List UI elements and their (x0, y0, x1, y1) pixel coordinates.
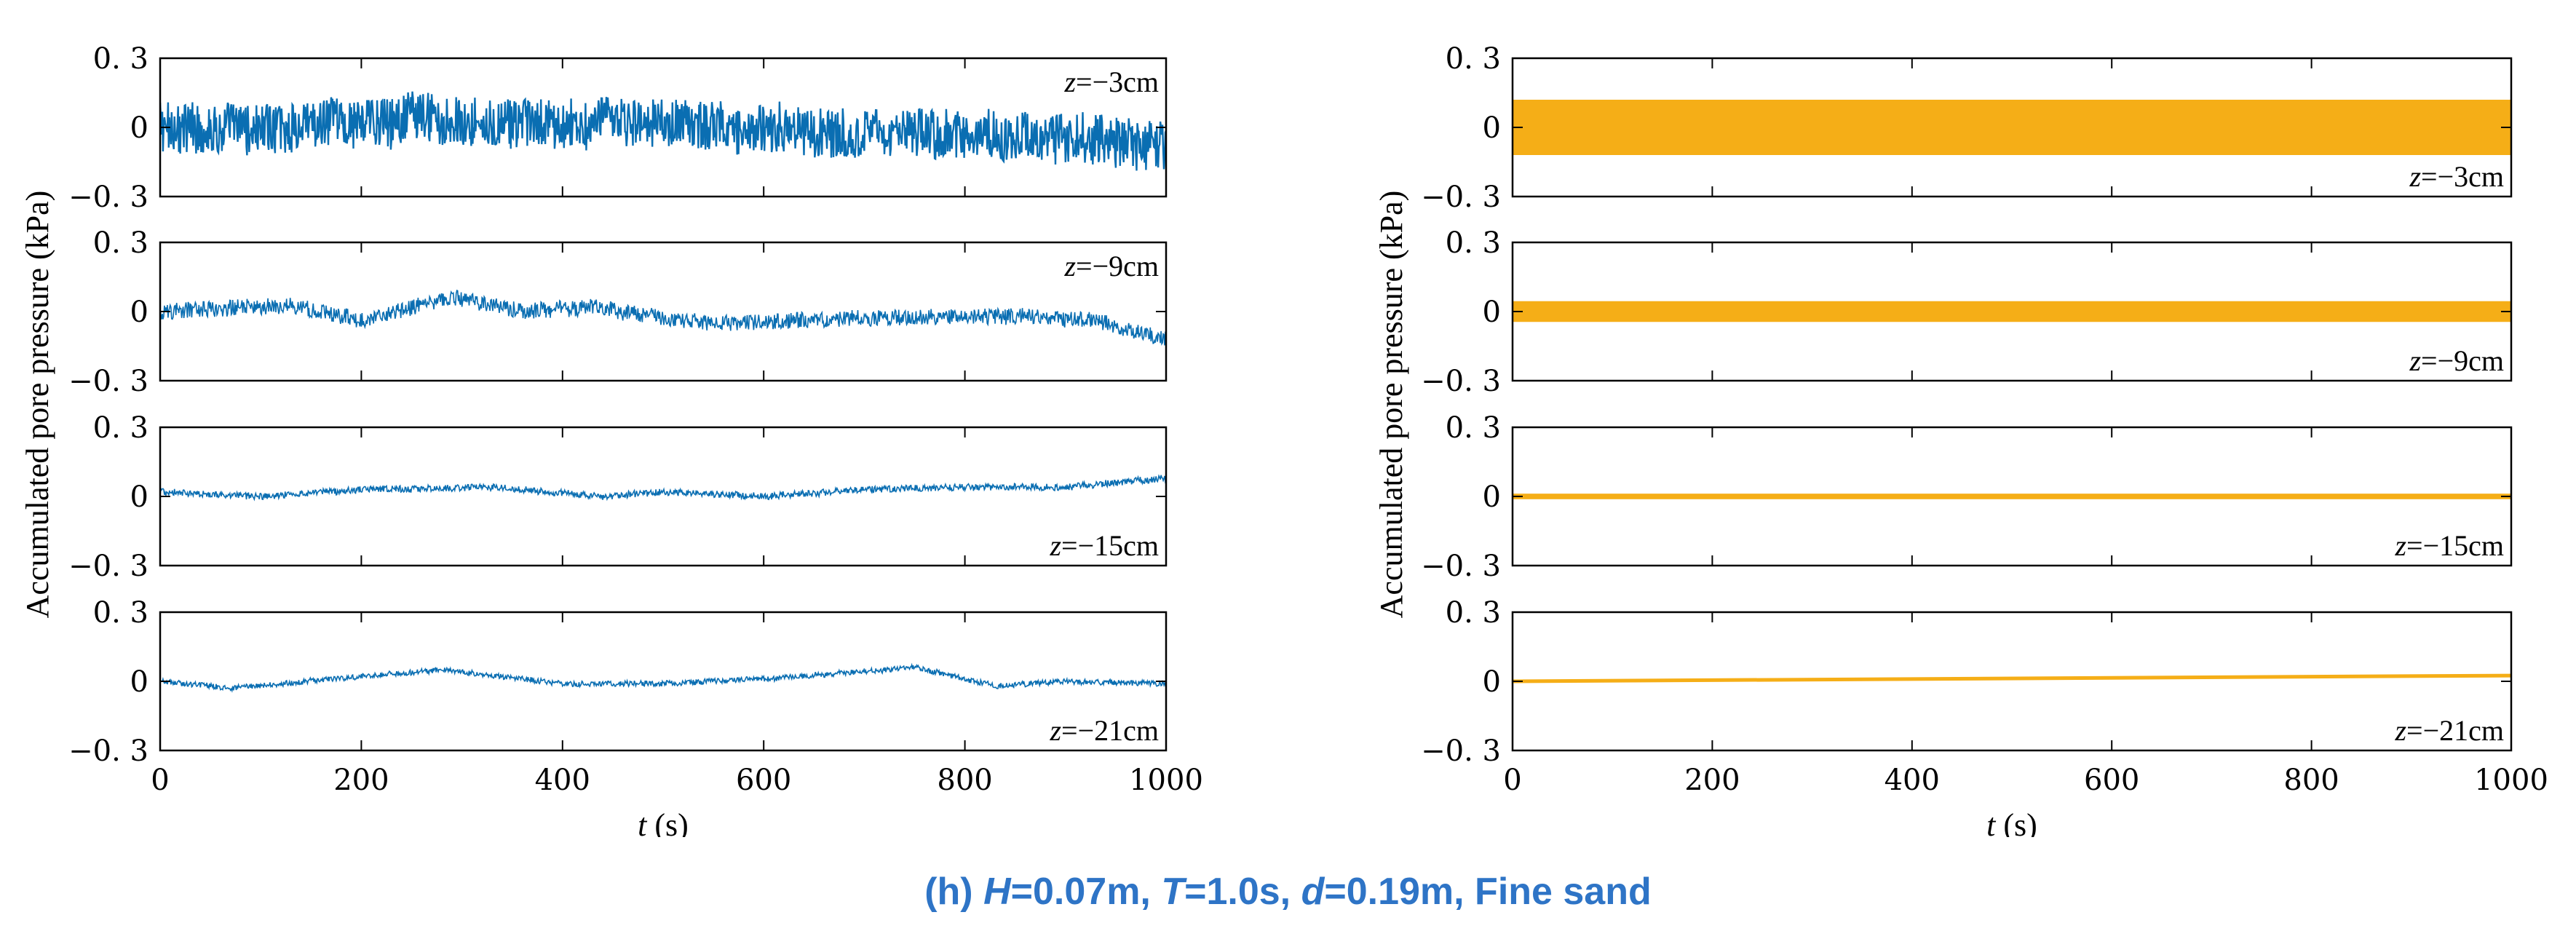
y-tick-label: 0. 3 (93, 411, 148, 445)
y-tick-label: 0. 3 (1446, 596, 1501, 630)
x-tick-label: 400 (1885, 764, 1940, 797)
y-tick-label: 0 (130, 296, 148, 329)
y-tick-label: 0. 3 (1446, 411, 1501, 445)
depth-label-value: =−3cm (2421, 160, 2504, 193)
depth-label-var: z (1049, 714, 1061, 747)
panel-2: 0. 3 0 −0. 3 z=−9cm (68, 226, 1168, 398)
y-tick-label: 0 (1483, 665, 1501, 699)
caption-T-var: T (1161, 871, 1185, 913)
y-tick-label: −0. 3 (68, 734, 148, 768)
x-axis-label: t (s) (1986, 807, 2037, 837)
y-tick-label: −0. 3 (1421, 181, 1501, 214)
depth-label: z=−3cm (2409, 160, 2504, 193)
x-tick-label: 800 (937, 764, 992, 797)
data-line-4 (1512, 673, 2512, 683)
y-tick-label: −0. 3 (68, 181, 148, 214)
y-tick-label: −0. 3 (68, 550, 148, 583)
y-axis-label: Accumulated pore pressure (kPa) (20, 191, 55, 619)
data-band-1 (1513, 100, 2511, 155)
data-series-4 (160, 662, 1166, 693)
y-tick-label: 0. 3 (1446, 226, 1501, 260)
caption-T-value: =1.0s, (1184, 871, 1301, 913)
x-tick-label: 0 (1503, 764, 1521, 797)
caption-H-var: H (983, 871, 1011, 913)
figure-caption: (h) H=0.07m, T=1.0s, d=0.19m, Fine sand (0, 870, 2576, 914)
panel-frame (159, 426, 1168, 567)
panel-2: 0. 3 0 −0. 3 z=−9cm (1421, 226, 2513, 398)
depth-label-value: =−3cm (1076, 66, 1159, 98)
depth-label: z=−9cm (2409, 344, 2504, 377)
caption-d-var: d (1301, 871, 1325, 913)
depth-label-var: z (2394, 714, 2406, 747)
depth-label: z=−15cm (2394, 529, 2504, 562)
depth-label-var: z (1063, 250, 1076, 282)
depth-label: z=−21cm (1049, 714, 1159, 747)
y-tick-label: 0 (1483, 111, 1501, 145)
x-tick-label: 200 (333, 764, 389, 797)
depth-label-var: z (2394, 529, 2406, 562)
panel-1: 0. 3 0 −0. 3 z=−3cm (68, 42, 1168, 214)
x-axis-label-unit: (s) (1995, 807, 2037, 837)
y-tick-label: −0. 3 (1421, 734, 1501, 768)
x-tick-label: 200 (1684, 764, 1740, 797)
panel-4: 0. 3 0 −0. 3 z=−21cm (68, 596, 1168, 768)
x-tick-label: 800 (2283, 764, 2339, 797)
y-tick-label: 0. 3 (93, 42, 148, 76)
x-tick-label: 600 (736, 764, 791, 797)
depth-label: z=−9cm (1063, 250, 1159, 282)
panel-3: 0. 3 0 −0. 3 z=−15cm (1421, 411, 2513, 583)
depth-label-value: =−15cm (1061, 529, 1159, 562)
y-tick-label: 0. 3 (1446, 42, 1501, 76)
caption-d-value: =0.19m, Fine sand (1324, 871, 1652, 913)
y-tick-label: 0 (130, 480, 148, 514)
depth-label-value: =−21cm (1061, 714, 1159, 747)
depth-label: z=−3cm (1063, 66, 1159, 98)
y-axis-label: Accumulated pore pressure (kPa) (1374, 191, 1409, 619)
y-tick-label: 0. 3 (93, 596, 148, 630)
x-tick-label: 1000 (1129, 764, 1203, 797)
x-tick-label: 0 (151, 764, 169, 797)
depth-label-var: z (1049, 529, 1061, 562)
x-axis-label-var: t (1986, 807, 1997, 837)
data-band-3 (1513, 494, 2511, 499)
caption-prefix: (h) (924, 871, 984, 913)
x-tick-label: 600 (2084, 764, 2139, 797)
y-tick-label: 0. 3 (93, 226, 148, 260)
data-band-2 (1513, 301, 2511, 322)
y-tick-label: −0. 3 (1421, 550, 1501, 583)
data-series-3 (160, 474, 1166, 502)
y-tick-label: 0 (130, 111, 148, 145)
depth-label: z=−15cm (1049, 529, 1159, 562)
depth-label: z=−21cm (2394, 714, 2504, 747)
y-tick-label: 0 (1483, 296, 1501, 329)
depth-label-var: z (2409, 160, 2421, 193)
depth-label-value: =−15cm (2406, 529, 2504, 562)
y-tick-label: 0 (130, 665, 148, 699)
y-tick-label: 0 (1483, 480, 1501, 514)
depth-label-var: z (1063, 66, 1076, 98)
x-axis-label: t (s) (638, 807, 689, 837)
data-series-2 (160, 289, 1166, 346)
depth-label-value: =−9cm (1076, 250, 1159, 282)
depth-label-value: =−21cm (2406, 714, 2504, 747)
x-axis-label-var: t (638, 807, 648, 837)
panel-frame (159, 57, 1168, 198)
y-tick-label: −0. 3 (68, 365, 148, 398)
y-tick-label: −0. 3 (1421, 365, 1501, 398)
x-tick-label: 1000 (2474, 764, 2548, 797)
depth-label-var: z (2409, 344, 2421, 377)
data-series-1 (160, 91, 1166, 171)
panel-4: 0. 3 0 −0. 3 z=−21cm (1421, 596, 2513, 768)
x-axis-label-unit: (s) (646, 807, 688, 837)
caption-H-value: =0.07m, (1010, 871, 1162, 913)
panel-3: 0. 3 0 −0. 3 z=−15cm (68, 411, 1168, 583)
panel-frame (159, 241, 1168, 382)
depth-label-value: =−9cm (2421, 344, 2504, 377)
panel-1: 0. 3 0 −0. 3 z=−3cm (1421, 42, 2513, 214)
x-tick-label: 400 (535, 764, 590, 797)
